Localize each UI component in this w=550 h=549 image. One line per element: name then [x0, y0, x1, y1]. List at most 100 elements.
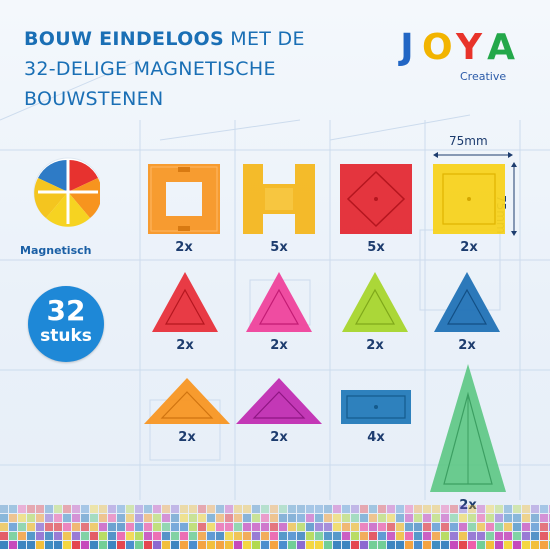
mosaic-tile — [477, 523, 485, 531]
mosaic-tile — [441, 541, 449, 549]
green-tall-triangle-count: 2x — [459, 498, 477, 513]
mosaic-tile — [126, 541, 134, 549]
mosaic-tile — [27, 514, 35, 522]
mosaic-tile — [153, 523, 161, 531]
mosaic-tile — [468, 514, 476, 522]
mosaic-tile — [270, 514, 278, 522]
mosaic-tile — [189, 541, 197, 549]
mosaic-tile — [387, 532, 395, 540]
mosaic-tile — [153, 532, 161, 540]
mosaic-tile — [324, 541, 332, 549]
mosaic-tile — [315, 541, 323, 549]
mosaic-tile — [468, 541, 476, 549]
mosaic-tile — [297, 532, 305, 540]
mosaic-tile — [486, 514, 494, 522]
mosaic-tile — [279, 514, 287, 522]
mosaic-tile — [207, 532, 215, 540]
badge-number: 32 — [46, 294, 86, 327]
mosaic-tile — [0, 505, 8, 513]
mosaic-tile — [126, 523, 134, 531]
mosaic-tile — [369, 532, 377, 540]
mosaic-tile — [36, 505, 44, 513]
yellow-square-tile — [433, 164, 505, 234]
mosaic-tile — [342, 514, 350, 522]
mosaic-tile — [342, 541, 350, 549]
blue-rectangle-count: 4x — [367, 430, 385, 445]
mosaic-tile — [369, 523, 377, 531]
mosaic-tile — [378, 523, 386, 531]
mosaic-tile — [477, 532, 485, 540]
mosaic-tile — [207, 541, 215, 549]
mosaic-tile — [108, 532, 116, 540]
mosaic-tile — [108, 505, 116, 513]
mosaic-tile — [324, 532, 332, 540]
orange-right-triangle-tile — [144, 378, 230, 424]
mosaic-tile — [315, 523, 323, 531]
magnet-label: Magnetisch — [20, 244, 92, 257]
mosaic-tile — [180, 523, 188, 531]
mosaic-tile — [261, 514, 269, 522]
mosaic-tile — [432, 523, 440, 531]
mosaic-tile — [342, 505, 350, 513]
red-triangle-tile — [152, 272, 218, 332]
mosaic-tile — [117, 532, 125, 540]
mosaic-tile — [171, 505, 179, 513]
mosaic-tile — [477, 541, 485, 549]
mosaic-tile — [18, 505, 26, 513]
mosaic-tile — [270, 505, 278, 513]
mosaic-tile — [261, 523, 269, 531]
mosaic-tile — [468, 505, 476, 513]
mosaic-tile — [423, 541, 431, 549]
orange-right-triangle-count: 2x — [178, 430, 196, 445]
mosaic-tile — [297, 541, 305, 549]
mosaic-tile — [63, 541, 71, 549]
mosaic-tile — [459, 532, 467, 540]
mosaic-tile — [45, 523, 53, 531]
mosaic-tile — [522, 514, 530, 522]
mosaic-tile — [180, 532, 188, 540]
mosaic-tile — [99, 523, 107, 531]
mosaic-tile — [126, 505, 134, 513]
mosaic-tile — [441, 514, 449, 522]
mosaic-tile — [180, 541, 188, 549]
mosaic-tile — [261, 532, 269, 540]
mosaic-tile — [297, 523, 305, 531]
blue-triangle-count: 2x — [458, 338, 476, 353]
red-square-tile — [340, 164, 412, 234]
orange-square-frame-count: 2x — [175, 240, 193, 255]
mosaic-tile — [540, 541, 548, 549]
mosaic-tile — [522, 523, 530, 531]
piece-count-badge: 32 stuks — [28, 286, 104, 362]
mosaic-tile — [81, 505, 89, 513]
mosaic-tile — [540, 505, 548, 513]
width-dimension-arrow — [433, 152, 513, 158]
red-triangle-count: 2x — [176, 338, 194, 353]
mosaic-tile — [441, 532, 449, 540]
logo-letter-y: Y — [455, 27, 483, 68]
mosaic-tile — [270, 532, 278, 540]
mosaic-tile — [45, 541, 53, 549]
mosaic-tile — [27, 523, 35, 531]
mosaic-tile — [90, 523, 98, 531]
mosaic-tile — [252, 505, 260, 513]
mosaic-tile — [81, 532, 89, 540]
mosaic-tile — [513, 505, 521, 513]
page-heading: BOUW EINDELOOS MET DE 32-DELIGE MAGNETIS… — [24, 24, 354, 114]
mosaic-tile — [72, 514, 80, 522]
mosaic-tile — [36, 532, 44, 540]
mosaic-tile — [90, 505, 98, 513]
mosaic-tile — [360, 505, 368, 513]
mosaic-tile — [36, 523, 44, 531]
mosaic-tile — [351, 523, 359, 531]
mosaic-tile — [504, 505, 512, 513]
mosaic-tile — [9, 514, 17, 522]
mosaic-tile — [45, 514, 53, 522]
mosaic-tile — [225, 541, 233, 549]
mosaic-tile — [72, 523, 80, 531]
height-dimension-arrow — [511, 162, 517, 236]
mosaic-tile — [405, 505, 413, 513]
mosaic-tile — [540, 523, 548, 531]
mosaic-tile — [504, 532, 512, 540]
mosaic-tile — [495, 523, 503, 531]
